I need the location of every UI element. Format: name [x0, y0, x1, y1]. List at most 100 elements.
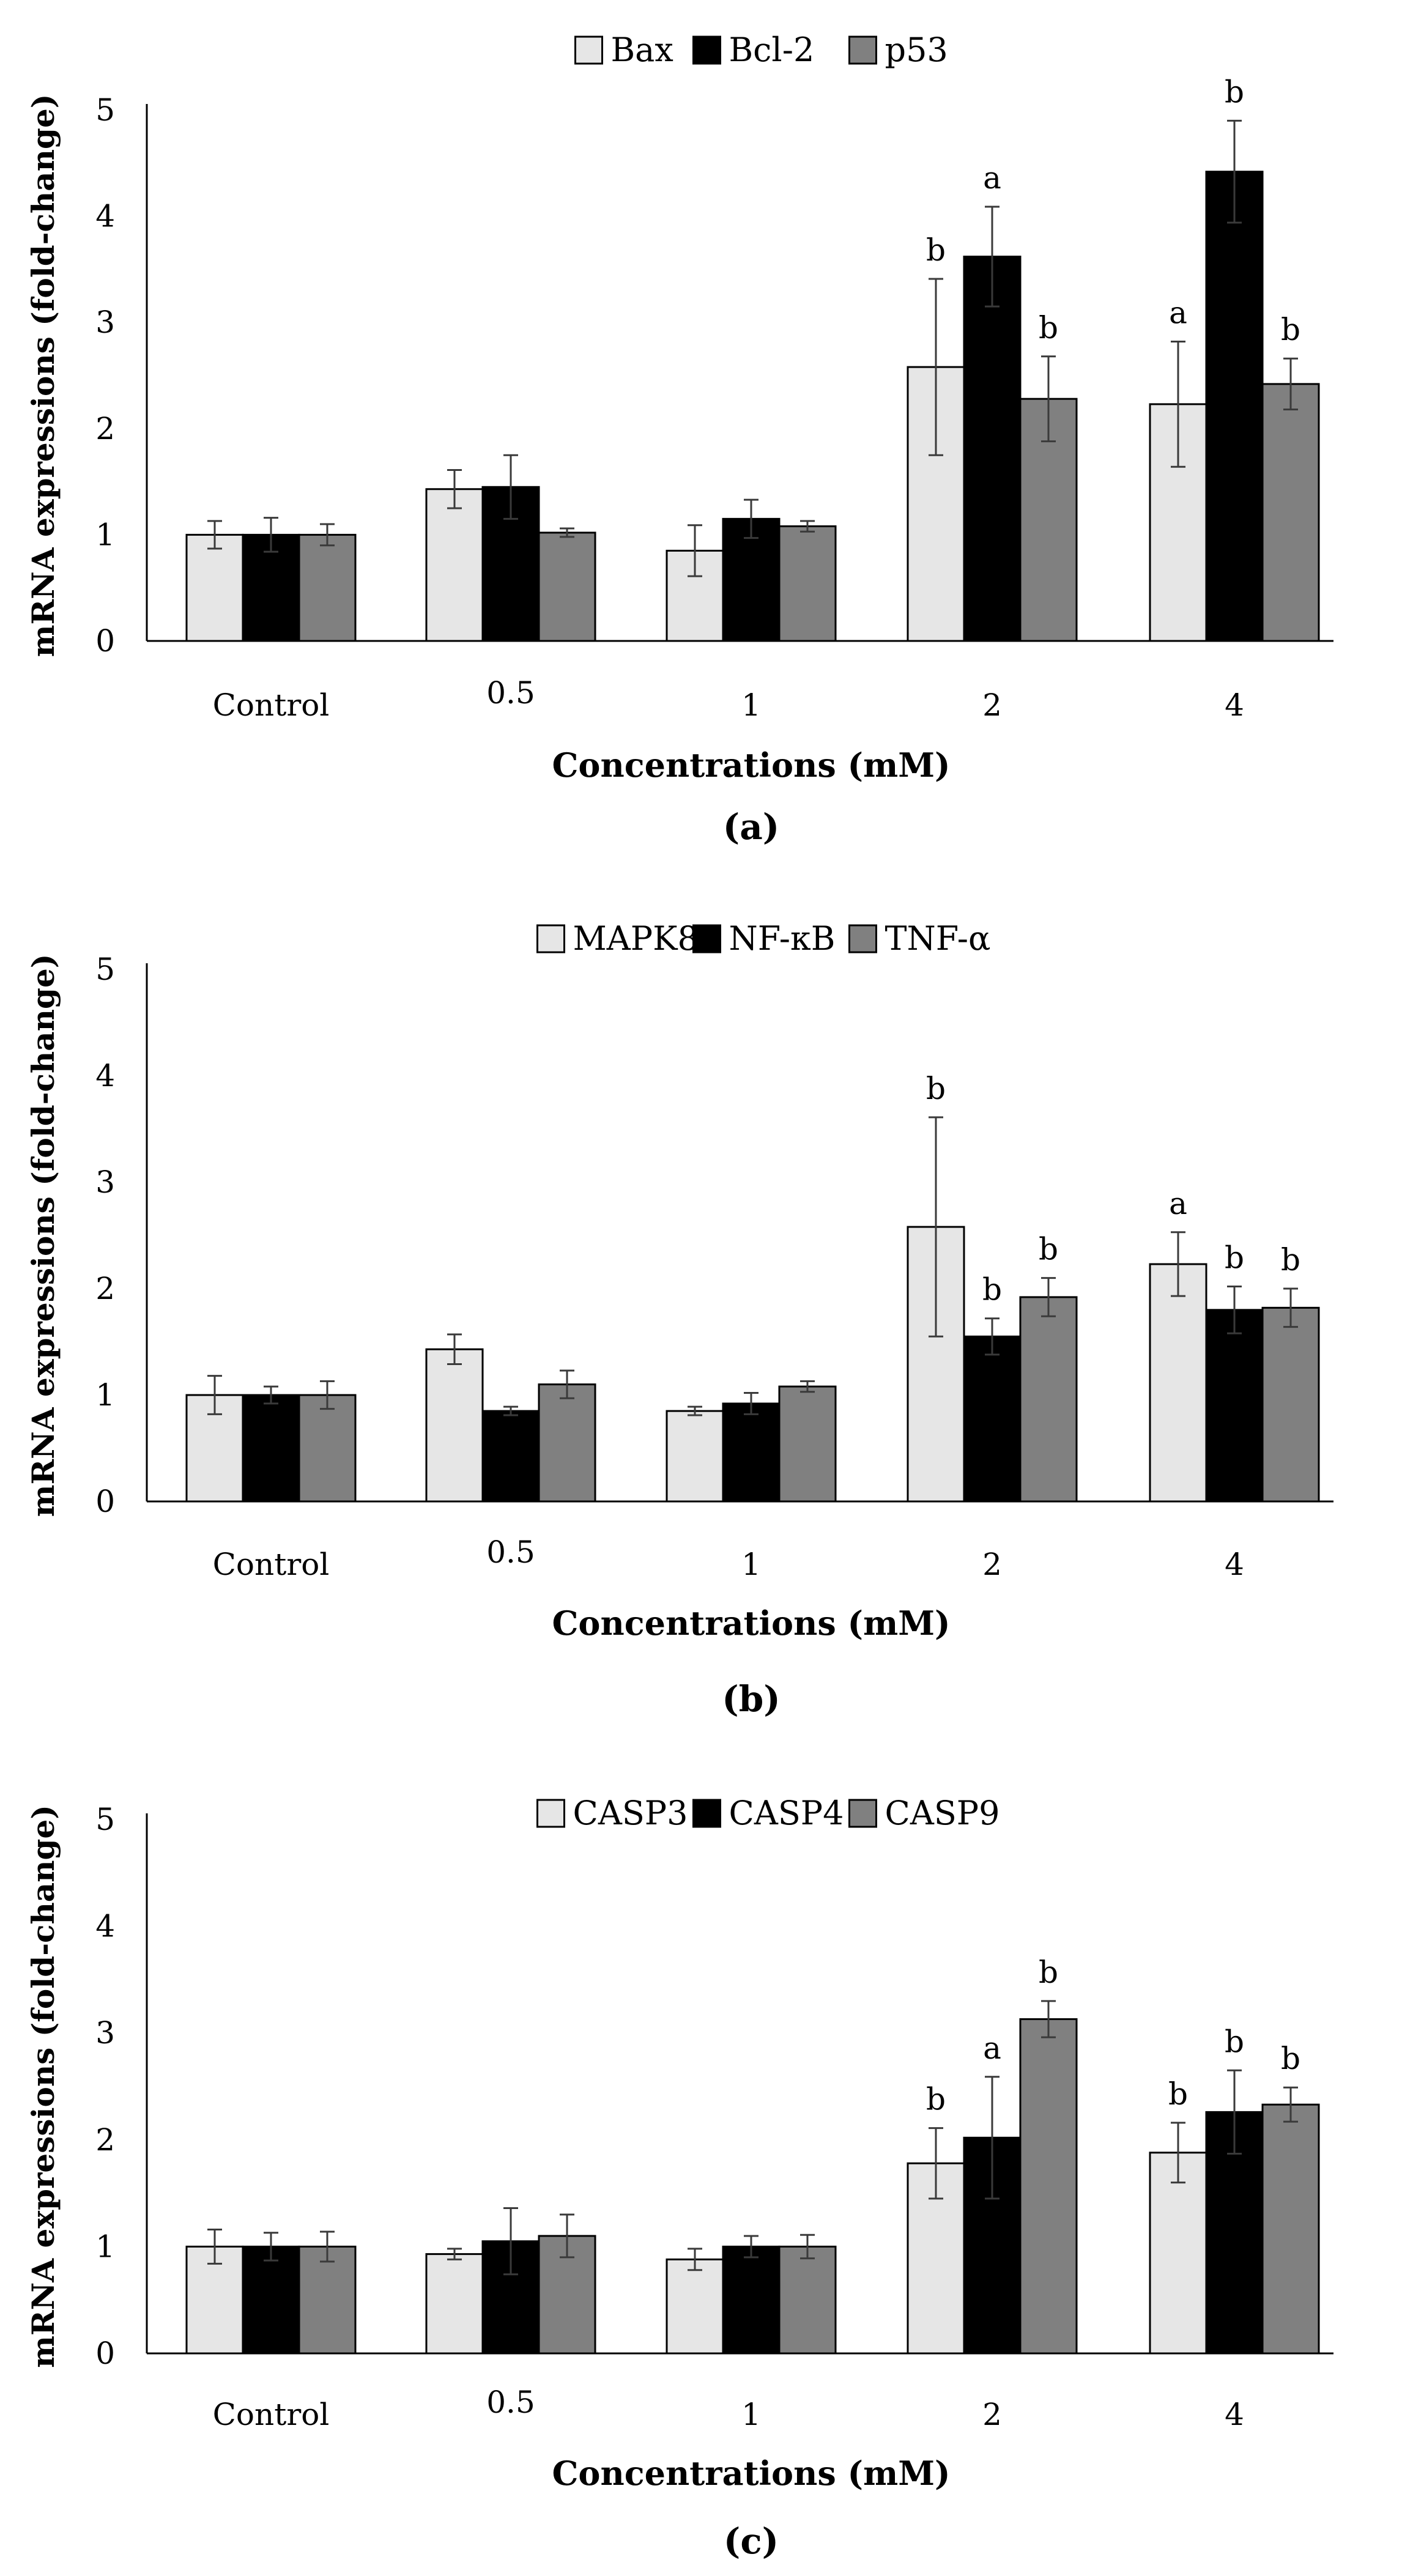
y-tick-label: 1: [95, 2229, 115, 2264]
significance-label: b: [1281, 1242, 1300, 1278]
significance-label: b: [1039, 310, 1058, 346]
legend: CASP3 CASP4 CASP9: [536, 1794, 1000, 1832]
x-tick-label: Control: [213, 1547, 330, 1582]
x-axis-title: Concentrations (mM): [552, 746, 950, 785]
legend-label: NF-κB: [729, 919, 836, 958]
significance-label: b: [1168, 2076, 1188, 2112]
bar-nfb-3: [963, 1335, 1022, 1503]
bar-casp4-0: [242, 2245, 300, 2355]
bar-tnf-4: [1261, 1306, 1320, 1503]
y-tick-label: 5: [95, 1802, 115, 1837]
chart-panel-b: 0 1 2 3 4 5 mRNA expressions (fold-change) b a b b…: [25, 919, 1333, 1720]
bar-casp4-2: [722, 2245, 781, 2355]
x-tick-label: 0.5: [486, 2385, 535, 2420]
legend-label: TNF-α: [885, 919, 991, 958]
legend: Bax Bcl-2 p53: [574, 31, 948, 69]
bar-mapk8-2: [666, 1410, 724, 1503]
legend-swatch: [692, 924, 721, 953]
bar-mapk8-4: [1149, 1263, 1207, 1503]
significance-label: b: [1225, 1240, 1244, 1276]
x-tick-label: 4: [1225, 687, 1244, 723]
legend-label: Bax: [611, 31, 673, 69]
legend-swatch: [692, 35, 721, 65]
legend-swatch: [848, 924, 877, 953]
bar-casp3-1: [425, 2253, 484, 2355]
y-tick-label: 0: [95, 1484, 115, 1519]
bar-casp9-3: [1019, 2018, 1078, 2355]
legend-label: CASP4: [729, 1794, 844, 1832]
legend-label: Bcl-2: [729, 31, 815, 69]
x-tick-label: 0.5: [486, 675, 535, 711]
significance-label: a: [983, 2030, 1001, 2066]
bar-casp3-2: [666, 2258, 724, 2355]
x-tick-label: Control: [213, 687, 330, 723]
legend-swatch: [848, 35, 877, 65]
legend-swatch: [574, 35, 603, 65]
x-axis-title: Concentrations (mM): [552, 2454, 950, 2493]
significance-label: b: [1281, 312, 1300, 347]
y-tick-label: 0: [95, 2336, 115, 2371]
bar-tnf-0: [298, 1394, 357, 1503]
x-tick-label: 4: [1225, 1547, 1244, 1582]
bar-bax-1: [425, 488, 484, 642]
bar-tnf-2: [778, 1385, 837, 1503]
y-tick-label: 3: [95, 305, 115, 340]
y-tick-label: 3: [95, 1164, 115, 1200]
legend-label: CASP9: [885, 1794, 1000, 1832]
y-tick-label: 1: [95, 517, 115, 552]
bar-casp9-4: [1261, 2103, 1320, 2355]
bar-p53-2: [778, 525, 837, 642]
y-tick-label: 1: [95, 1377, 115, 1413]
x-tick-label: 1: [741, 2397, 761, 2432]
bar-p53-0: [298, 533, 357, 642]
chart-panel-a: 0 1 2 3 4 5 mRNA expressions (fold-change) b a a b…: [25, 31, 1333, 848]
significance-label: b: [926, 2082, 946, 2117]
bar-casp3-4: [1149, 2152, 1207, 2355]
y-tick-label: 2: [95, 2122, 115, 2158]
panel-label: (b): [722, 1678, 780, 1720]
bar-bcl2-4: [1205, 171, 1264, 642]
significance-label: b: [1039, 1955, 1058, 1990]
legend: MAPK8 NF-κB TNF-α: [536, 919, 991, 958]
significance-label: b: [1039, 1232, 1058, 1267]
y-tick-label: 0: [95, 623, 115, 659]
significance-label: b: [1281, 2041, 1300, 2076]
significance-label: b: [982, 1272, 1002, 1308]
x-tick-label: 2: [982, 2397, 1002, 2432]
bar-tnf-1: [538, 1383, 596, 1503]
bar-mapk8-1: [425, 1348, 484, 1503]
x-tick-label: 2: [982, 1547, 1002, 1582]
significance-label: b: [1225, 2024, 1244, 2059]
x-tick-label: 1: [741, 1547, 761, 1582]
legend-label: CASP3: [573, 1794, 688, 1832]
x-tick-label: 1: [741, 687, 761, 723]
y-tick-label: 5: [95, 952, 115, 987]
y-tick-label: 2: [95, 1271, 115, 1306]
y-tick-label: 5: [95, 92, 115, 128]
chart-panel-c: 0 1 2 3 4 5 mRNA expressions (fold-change) b b a b…: [25, 1794, 1333, 2562]
significance-label: b: [1225, 74, 1244, 109]
legend-swatch: [848, 1799, 877, 1828]
significance-label: a: [983, 160, 1001, 196]
legend-swatch: [536, 1799, 565, 1828]
y-axis-title: mRNA expressions (fold-change): [25, 954, 61, 1517]
y-tick-label: 4: [95, 1058, 115, 1094]
bar-tnf-3: [1019, 1296, 1078, 1503]
y-tick-label: 3: [95, 2015, 115, 2051]
bar-bcl2-2: [722, 517, 781, 642]
significance-label: b: [926, 232, 946, 268]
legend-label: MAPK8: [573, 919, 699, 958]
legend-swatch: [692, 1799, 721, 1828]
bar-nfb-1: [481, 1410, 540, 1503]
bar-bcl2-3: [963, 256, 1022, 642]
bar-nfb-2: [722, 1402, 781, 1503]
x-tick-label: 2: [982, 687, 1002, 723]
significance-label: b: [926, 1071, 946, 1106]
y-axis-title: mRNA expressions (fold-change): [25, 94, 61, 657]
x-tick-label: 0.5: [486, 1534, 535, 1570]
bar-p53-4: [1261, 383, 1320, 642]
bar-nfb-4: [1205, 1309, 1264, 1503]
bar-casp9-2: [778, 2245, 837, 2355]
y-tick-label: 4: [95, 199, 115, 234]
